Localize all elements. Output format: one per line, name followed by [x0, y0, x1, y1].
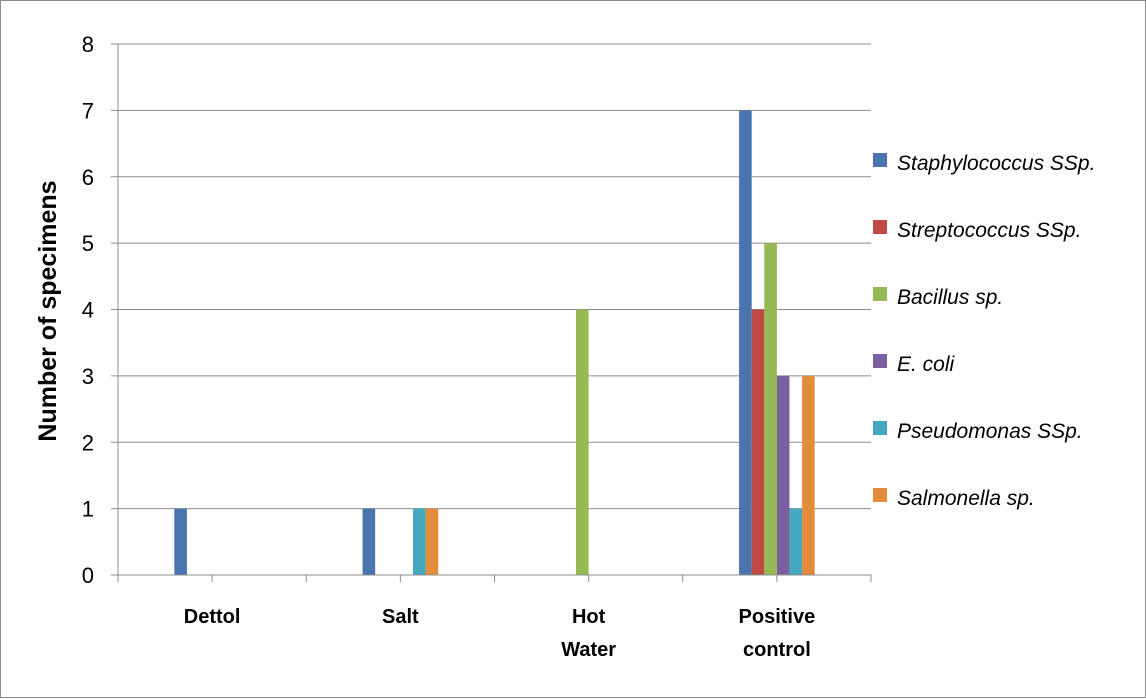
- legend-swatch: [873, 287, 887, 301]
- y-tick-label: 4: [82, 298, 94, 323]
- legend-label: E. coli: [897, 353, 956, 376]
- bar: [412, 508, 426, 575]
- x-category-label: Salt: [382, 606, 419, 628]
- bar: [751, 309, 765, 575]
- bar: [739, 110, 752, 575]
- y-tick-label: 7: [82, 98, 94, 123]
- y-tick-label: 6: [82, 165, 94, 190]
- x-category-label: Positive control: [739, 606, 816, 661]
- bar: [789, 508, 803, 575]
- legend: Staphylococcus SSp. Streptococcus SSp. Bac…: [873, 152, 1095, 510]
- bar: [802, 375, 815, 575]
- axes: 0 1 2 3 4 5 6 7 8 Dettol Salt Hot Water Positive contr…: [82, 32, 872, 661]
- legend-label: Pseudomonas SSp.: [897, 420, 1083, 443]
- y-tick-label: 2: [82, 430, 94, 455]
- y-axis-label: Number of specimens: [34, 180, 62, 441]
- x-category-label: Dettol: [184, 606, 241, 628]
- legend-label: Staphylococcus SSp.: [897, 152, 1095, 175]
- legend-swatch: [873, 220, 887, 234]
- bars: [174, 110, 815, 575]
- legend-swatch: [873, 354, 887, 368]
- bar: [425, 508, 439, 575]
- y-tick-label: 0: [82, 563, 94, 588]
- bar: [174, 508, 187, 575]
- bar: [576, 309, 589, 575]
- legend-swatch: [873, 421, 887, 435]
- y-tick-label: 5: [82, 231, 94, 256]
- y-tick-label: 1: [82, 497, 94, 522]
- legend-label: Streptococcus SSp.: [897, 219, 1081, 242]
- legend-swatch: [873, 153, 887, 167]
- gridlines: [118, 43, 871, 576]
- bar: [764, 243, 777, 575]
- legend-label: Salmonella sp.: [897, 487, 1035, 510]
- y-tick-label: 8: [82, 32, 94, 57]
- bar: [776, 375, 790, 575]
- legend-label: Bacillus sp.: [897, 286, 1003, 309]
- legend-swatch: [873, 488, 887, 502]
- bar: [362, 508, 376, 575]
- x-category-label: Hot Water: [561, 606, 616, 661]
- y-tick-label: 3: [82, 364, 94, 389]
